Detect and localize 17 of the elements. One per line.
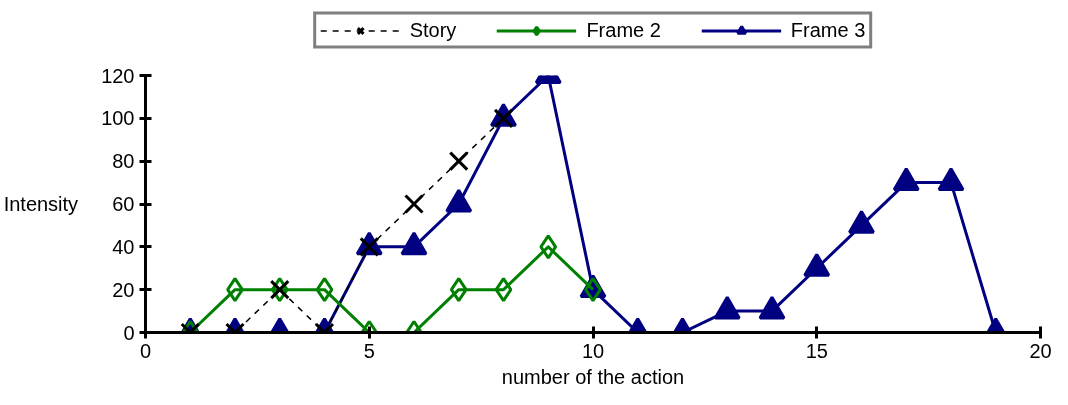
y-tick-label: 0 (123, 321, 135, 344)
x-tick-label: 15 (805, 339, 828, 362)
x-tick-label: 5 (363, 339, 375, 362)
y-tick-label: 80 (112, 150, 135, 173)
y-tick-label: 100 (101, 107, 135, 130)
y-tick-label: 120 (101, 64, 135, 87)
x-tick-label: 0 (139, 339, 152, 362)
legend-label: Frame 2 (586, 18, 661, 42)
legend-label: Story (409, 18, 457, 42)
x-tick-label: 20 (1029, 339, 1052, 362)
legend-label: Frame 3 (790, 18, 866, 42)
y-tick-label: 40 (112, 235, 135, 258)
y-tick-label: 20 (112, 278, 135, 301)
x-tick-label: 10 (581, 339, 605, 362)
x-axis-title: number of the action (501, 365, 685, 388)
y-tick-label: 60 (112, 193, 135, 215)
y-axis-title: Intensity (3, 193, 79, 215)
